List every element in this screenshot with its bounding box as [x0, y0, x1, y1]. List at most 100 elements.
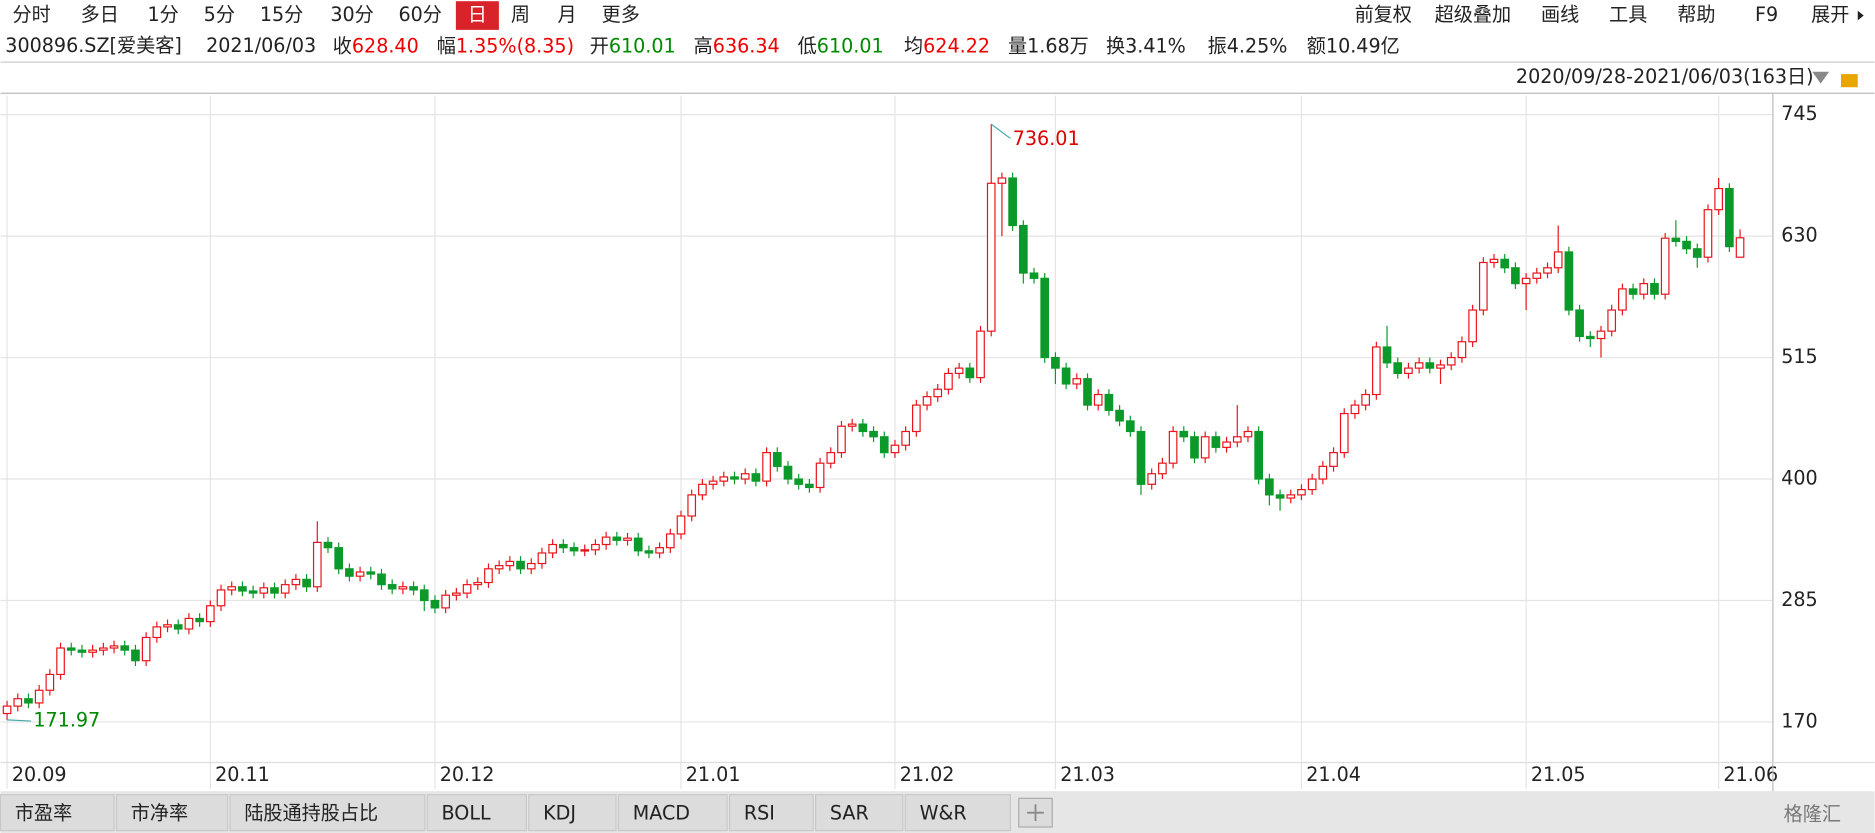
- tool-button[interactable]: F9: [1755, 3, 1778, 26]
- candle-body: [537, 552, 547, 565]
- candle-body: [56, 647, 65, 676]
- period-tab[interactable]: 15分: [260, 3, 303, 26]
- period-tab[interactable]: 多日: [81, 3, 119, 26]
- period-tab[interactable]: 60分: [399, 3, 442, 26]
- x-tick-label: 20.11: [215, 763, 270, 786]
- candle-body: [473, 581, 483, 586]
- candle-body: [1468, 309, 1477, 343]
- candle-body: [623, 537, 632, 541]
- period-tab[interactable]: 1分: [148, 3, 179, 26]
- dropdown-arrow[interactable]: [1812, 71, 1830, 84]
- tool-button[interactable]: 超级叠加: [1435, 3, 1511, 26]
- lock-icon[interactable]: [1841, 74, 1858, 88]
- candle-body: [1596, 330, 1606, 340]
- indicator-tab-bg[interactable]: [229, 794, 426, 832]
- range-label[interactable]: 2020/09/28-2021/06/03(163日): [1516, 65, 1814, 88]
- indicator-tab-bg[interactable]: [0, 794, 115, 832]
- candle-body: [612, 536, 622, 541]
- period-tab[interactable]: 30分: [330, 3, 373, 26]
- candle-body: [1457, 341, 1467, 359]
- candle-body: [1404, 367, 1413, 374]
- indicator-tab-bg[interactable]: [728, 794, 814, 832]
- indicator-tab[interactable]: MACD: [633, 801, 690, 824]
- candle-body: [516, 560, 525, 570]
- x-tick-label: 21.06: [1723, 763, 1778, 786]
- quote-value: 624.22: [923, 34, 990, 57]
- candle-body: [66, 647, 76, 651]
- candle-body: [1735, 237, 1745, 258]
- candle-body: [1243, 430, 1253, 438]
- period-tab[interactable]: 5分: [204, 3, 235, 26]
- candle-body: [1061, 367, 1071, 385]
- candle-body: [997, 177, 1007, 184]
- candle-body: [1029, 272, 1039, 279]
- indicator-tab[interactable]: RSI: [744, 801, 775, 824]
- candle-body: [1307, 478, 1317, 491]
- tool-button[interactable]: 帮助: [1677, 3, 1715, 26]
- candle-body: [1190, 436, 1199, 459]
- indicator-tab[interactable]: SAR: [830, 801, 869, 824]
- candle-body: [655, 547, 664, 554]
- candle-body: [1607, 309, 1617, 332]
- candle-body: [270, 587, 279, 594]
- candle-body: [484, 568, 493, 584]
- indicator-tab-bg[interactable]: [617, 794, 728, 832]
- add-icon: [1027, 804, 1044, 822]
- candle-body: [409, 586, 418, 591]
- candle-body: [1671, 237, 1681, 242]
- candle-body: [1318, 465, 1328, 480]
- indicator-tab[interactable]: KDJ: [543, 801, 576, 824]
- candle-body: [462, 584, 472, 594]
- candle-body: [976, 330, 985, 379]
- indicator-tab-bg[interactable]: [904, 794, 1011, 832]
- tool-button[interactable]: 前复权: [1355, 3, 1412, 26]
- candle-body: [740, 473, 750, 480]
- candle-body: [131, 649, 140, 662]
- candle-body: [601, 536, 611, 546]
- min-label: 171.97: [33, 709, 100, 732]
- y-tick-label: 630: [1781, 224, 1817, 247]
- tool-button[interactable]: 画线: [1541, 3, 1579, 26]
- candle-body: [1436, 364, 1445, 369]
- candle-body: [184, 617, 194, 630]
- candle-body: [1200, 436, 1210, 459]
- quote-field: 低610.01: [798, 34, 884, 57]
- indicator-tab-bg[interactable]: [115, 794, 229, 832]
- candle-body: [569, 547, 579, 552]
- quote-field: 收628.40: [333, 34, 419, 57]
- tool-button[interactable]: 展开: [1811, 3, 1849, 26]
- candle-body: [719, 476, 729, 482]
- candle-body: [205, 605, 215, 623]
- period-tab[interactable]: 分时: [12, 3, 50, 26]
- candle-body: [665, 533, 675, 549]
- candle-body: [591, 543, 600, 551]
- candle-body: [227, 586, 237, 591]
- period-tab[interactable]: 周: [511, 3, 530, 26]
- indicator-tab[interactable]: W&R: [920, 801, 967, 824]
- candle-body: [772, 452, 782, 467]
- candle-body: [1339, 412, 1349, 454]
- expand-arrow[interactable]: [1857, 10, 1864, 21]
- candle-body: [847, 423, 857, 427]
- quote-value: 610.01: [817, 34, 884, 57]
- candle-body: [837, 425, 846, 454]
- indicator-tab-bg[interactable]: [814, 794, 904, 832]
- candle-body: [355, 571, 365, 577]
- period-tab[interactable]: 日: [468, 3, 487, 26]
- period-tab[interactable]: 月: [557, 3, 576, 26]
- indicator-tab[interactable]: 陆股通持股占比: [244, 801, 378, 824]
- candle-body: [826, 452, 836, 464]
- candle-body: [1350, 404, 1360, 415]
- period-tab[interactable]: 更多: [602, 3, 640, 26]
- candle-body: [858, 423, 868, 433]
- x-tick-label: 21.03: [1060, 763, 1115, 786]
- indicator-tab[interactable]: BOLL: [442, 801, 491, 824]
- candle-body: [1115, 409, 1124, 422]
- indicator-tab[interactable]: 市盈率: [15, 801, 72, 824]
- quote-label: 开: [590, 34, 609, 57]
- y-tick-label: 285: [1781, 588, 1817, 611]
- indicator-tab-bg[interactable]: [528, 794, 617, 832]
- indicator-tab-bg[interactable]: [426, 794, 527, 832]
- indicator-tab[interactable]: 市净率: [131, 801, 188, 824]
- tool-button[interactable]: 工具: [1609, 3, 1647, 26]
